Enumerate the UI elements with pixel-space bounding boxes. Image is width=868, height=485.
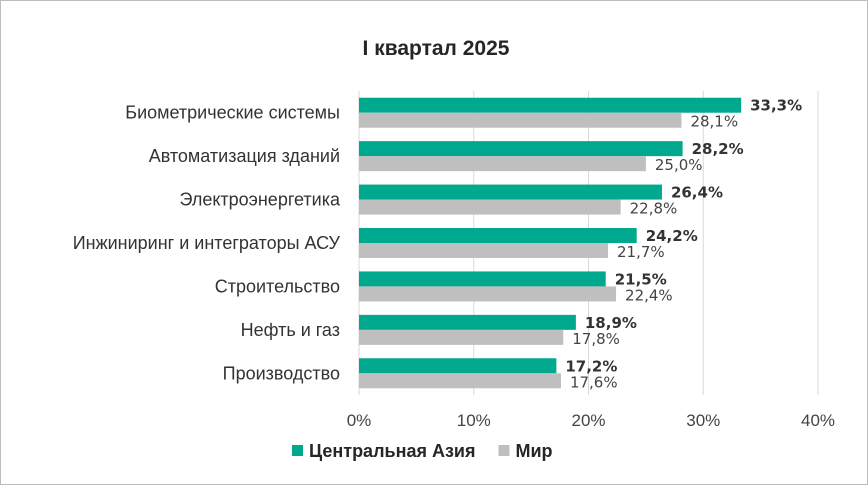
data-label-central-asia: 33,3% bbox=[750, 97, 802, 115]
data-label-world: 28,1% bbox=[690, 113, 738, 131]
chart-title: I квартал 2025 bbox=[363, 37, 510, 60]
bar-central-asia bbox=[359, 314, 576, 330]
x-tick-label: 20% bbox=[571, 411, 605, 430]
bar-world bbox=[359, 329, 564, 345]
data-label-world: 22,4% bbox=[625, 286, 673, 304]
bar-world bbox=[359, 243, 609, 258]
legend: Центральная Азия Мир bbox=[292, 441, 553, 461]
bar-world bbox=[359, 112, 682, 128]
category-label: Автоматизация зданий bbox=[149, 146, 340, 166]
data-label-central-asia: 28,2% bbox=[692, 140, 744, 158]
bar-central-asia bbox=[359, 184, 662, 200]
bar-central-asia bbox=[359, 141, 683, 157]
legend-label: Мир bbox=[515, 441, 552, 461]
bar-world bbox=[359, 199, 621, 215]
data-label-world: 22,8% bbox=[630, 200, 678, 218]
x-tick-label: 10% bbox=[457, 411, 491, 430]
data-label-central-asia: 21,5% bbox=[615, 270, 667, 288]
data-label-world: 17,8% bbox=[572, 330, 620, 348]
data-label-central-asia: 24,2% bbox=[646, 227, 698, 245]
bar-central-asia bbox=[359, 97, 742, 113]
bar-world bbox=[359, 373, 561, 389]
data-label-central-asia: 26,4% bbox=[671, 184, 723, 202]
bars: 33,3% 28,1% 28,2%25,0% 26,4%22,8% 24,2%21,7%… bbox=[359, 97, 802, 391]
x-axis-ticks: 0% 10% 20% 30% 40% bbox=[347, 411, 835, 430]
data-label-world: 17,6% bbox=[570, 373, 618, 391]
bar-world bbox=[359, 156, 646, 172]
category-label: Инжиниринг и интеграторы АСУ bbox=[73, 233, 341, 253]
data-label-central-asia: 17,2% bbox=[565, 357, 617, 375]
category-label: Производство bbox=[223, 363, 340, 383]
x-tick-label: 0% bbox=[347, 411, 372, 430]
x-tick-label: 30% bbox=[686, 411, 720, 430]
legend-label: Центральная Азия bbox=[309, 441, 475, 461]
bar-central-asia bbox=[359, 271, 606, 287]
category-labels: Биометрические системы Автоматизация здан… bbox=[73, 103, 341, 384]
legend-swatch bbox=[498, 445, 510, 456]
category-label: Биометрические системы bbox=[125, 103, 340, 123]
legend-swatch bbox=[292, 445, 303, 456]
category-label: Электроэнергетика bbox=[179, 190, 340, 210]
data-label-central-asia: 18,9% bbox=[585, 314, 637, 332]
x-tick-label: 40% bbox=[801, 411, 835, 430]
data-label-world: 21,7% bbox=[617, 243, 665, 261]
bar-central-asia bbox=[359, 228, 637, 243]
category-label: Нефть и газ bbox=[241, 320, 340, 340]
bar-central-asia bbox=[359, 358, 557, 374]
category-label: Строительство bbox=[215, 276, 340, 296]
bar-world bbox=[359, 286, 617, 302]
data-label-world: 25,0% bbox=[655, 156, 703, 174]
